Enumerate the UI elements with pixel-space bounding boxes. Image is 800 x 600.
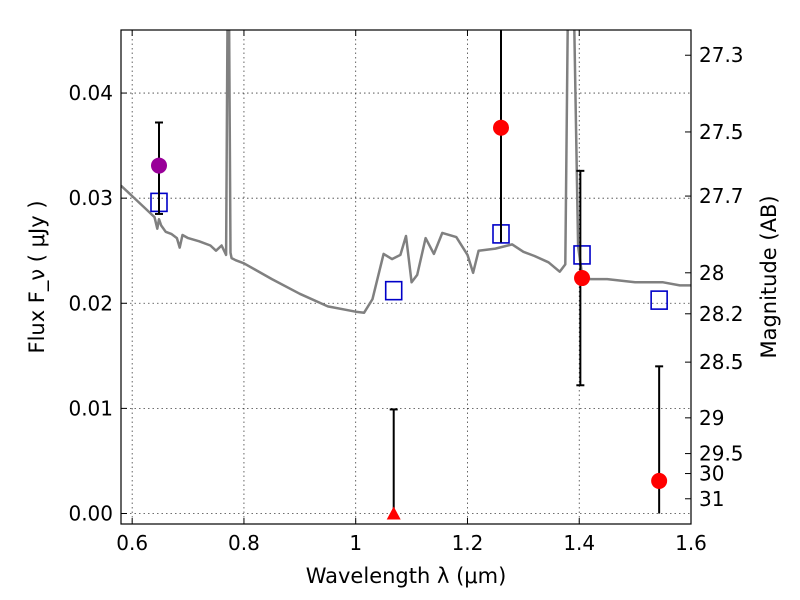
y-tick-label-left: 0.04: [68, 81, 113, 105]
x-tick-label: 1.6: [675, 531, 707, 555]
y-tick-label-left: 0.02: [68, 291, 113, 315]
x-tick-label: 0.8: [228, 531, 260, 555]
y-axis-right-label: Magnitude (AB): [757, 195, 781, 358]
y-tick-label-right: 27.3: [699, 43, 744, 67]
axis-ticks: 0.6 0.8 1 1.2 1.4 1.6 0.00 0.01 0.02 0.03 0.04 27.3…: [68, 30, 744, 555]
y-tick-label-right: 29: [699, 406, 724, 430]
x-tick-label: 1.4: [563, 531, 595, 555]
y-tick-label-left: 0.03: [68, 186, 113, 210]
model-photometry-square: [650, 290, 668, 310]
model-spectrum-line: [121, 30, 691, 314]
y-tick-label-right: 28.2: [699, 302, 744, 326]
data-layer: [121, 30, 691, 520]
y-tick-label-right: 31: [699, 487, 724, 511]
plot-background: [121, 30, 691, 524]
model-photometry-square: [384, 280, 403, 301]
y-tick-label-left: 0.01: [68, 396, 113, 420]
y-tick-label-right: 28.5: [699, 350, 744, 374]
y-tick-label-right: 29.5: [699, 442, 744, 466]
y-axis-left-label: Flux F_ν ( μJy ): [25, 200, 50, 353]
y-tick-label-right: 27.5: [699, 120, 744, 144]
x-axis-label: Wavelength λ (μm): [306, 564, 507, 588]
observed-flux-point: [151, 157, 167, 174]
x-tick-label: 1: [349, 531, 362, 555]
x-tick-label: 1.2: [452, 531, 484, 555]
observed-flux-point: [493, 119, 509, 136]
model-photometry-square: [573, 245, 591, 265]
plot-frame: [120, 29, 692, 525]
y-tick-label-right: 30: [699, 462, 724, 486]
y-tick-label-right: 28: [699, 261, 724, 285]
y-tick-label-right: 27.7: [699, 184, 744, 208]
y-tick-label-left: 0.00: [68, 501, 113, 525]
upper-limit-triangle: [386, 506, 401, 520]
x-tick-label: 0.6: [116, 531, 148, 555]
observed-flux-point: [651, 472, 668, 489]
observed-flux-point: [574, 270, 591, 287]
